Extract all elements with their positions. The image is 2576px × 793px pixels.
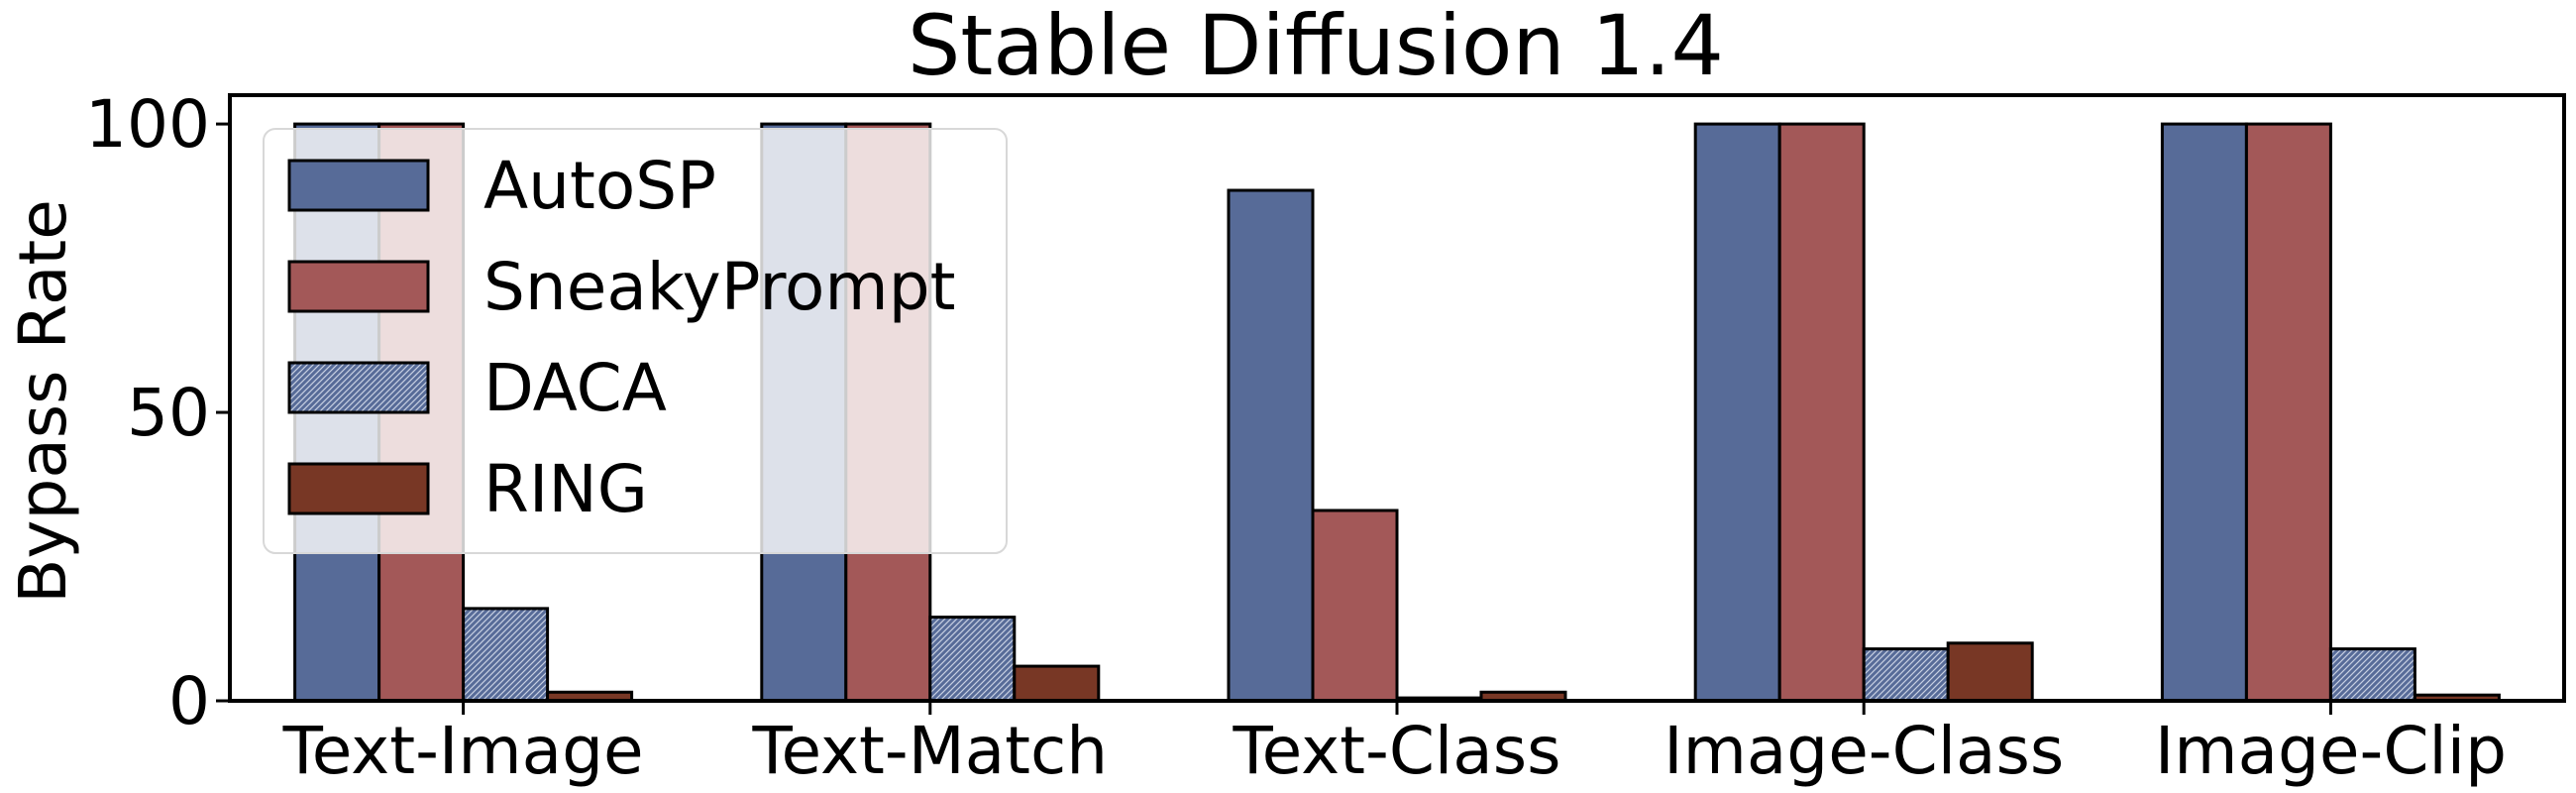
y-tick-label: 100: [85, 86, 210, 163]
y-tick-label: 0: [168, 663, 210, 739]
y-tick-label: 50: [127, 375, 210, 451]
legend-swatch-daca: [287, 361, 430, 414]
legend-label-autosp: AutoSP: [483, 148, 716, 224]
x-tick-label-text-image: Text-Image: [282, 713, 644, 789]
chart-title: Stable Diffusion 1.4: [908, 0, 1724, 94]
plot-frame: [228, 93, 2566, 703]
x-tick-label-text-match: Text-Match: [751, 713, 1108, 789]
legend-label-sneakyprompt: SneakyPrompt: [483, 249, 955, 325]
bar-ring-text-match: [1013, 664, 1101, 703]
legend-swatch-sneakyprompt: [287, 260, 430, 313]
legend: AutoSP SneakyPrompt DACA RING: [263, 128, 1008, 554]
bar-autosp-text-class: [1227, 188, 1315, 703]
legend-swatch-autosp: [287, 159, 430, 212]
bar-sneakyprompt-text-class: [1311, 509, 1399, 703]
bar-daca-image-class: [1862, 647, 1950, 703]
x-tick-label-image-clip: Image-Clip: [2155, 713, 2507, 789]
x-tick-label-text-class: Text-Class: [1233, 713, 1561, 789]
bar-ring-image-class: [1946, 641, 2034, 703]
y-axis-label: Bypass Rate: [5, 199, 81, 604]
bar-daca-text-image: [462, 607, 550, 703]
legend-box: [263, 128, 1008, 554]
x-axis-ticks: Text-Image Text-Match Text-Class Image-Clas…: [282, 701, 2507, 789]
bar-sneakyprompt-image-clip: [2244, 122, 2332, 703]
bar-daca-image-clip: [2328, 647, 2416, 703]
x-tick-label-image-class: Image-Class: [1664, 713, 2064, 789]
y-axis-ticks: 0 50 100: [85, 86, 230, 739]
bar-sneakyprompt-image-class: [1777, 122, 1866, 703]
bar-autosp-image-clip: [2160, 122, 2248, 703]
legend-label-daca: DACA: [483, 350, 667, 426]
legend-swatch-ring: [287, 462, 430, 515]
legend-label-ring: RING: [483, 451, 648, 527]
bar-daca-text-match: [928, 616, 1017, 703]
bar-autosp-image-class: [1693, 122, 1781, 703]
